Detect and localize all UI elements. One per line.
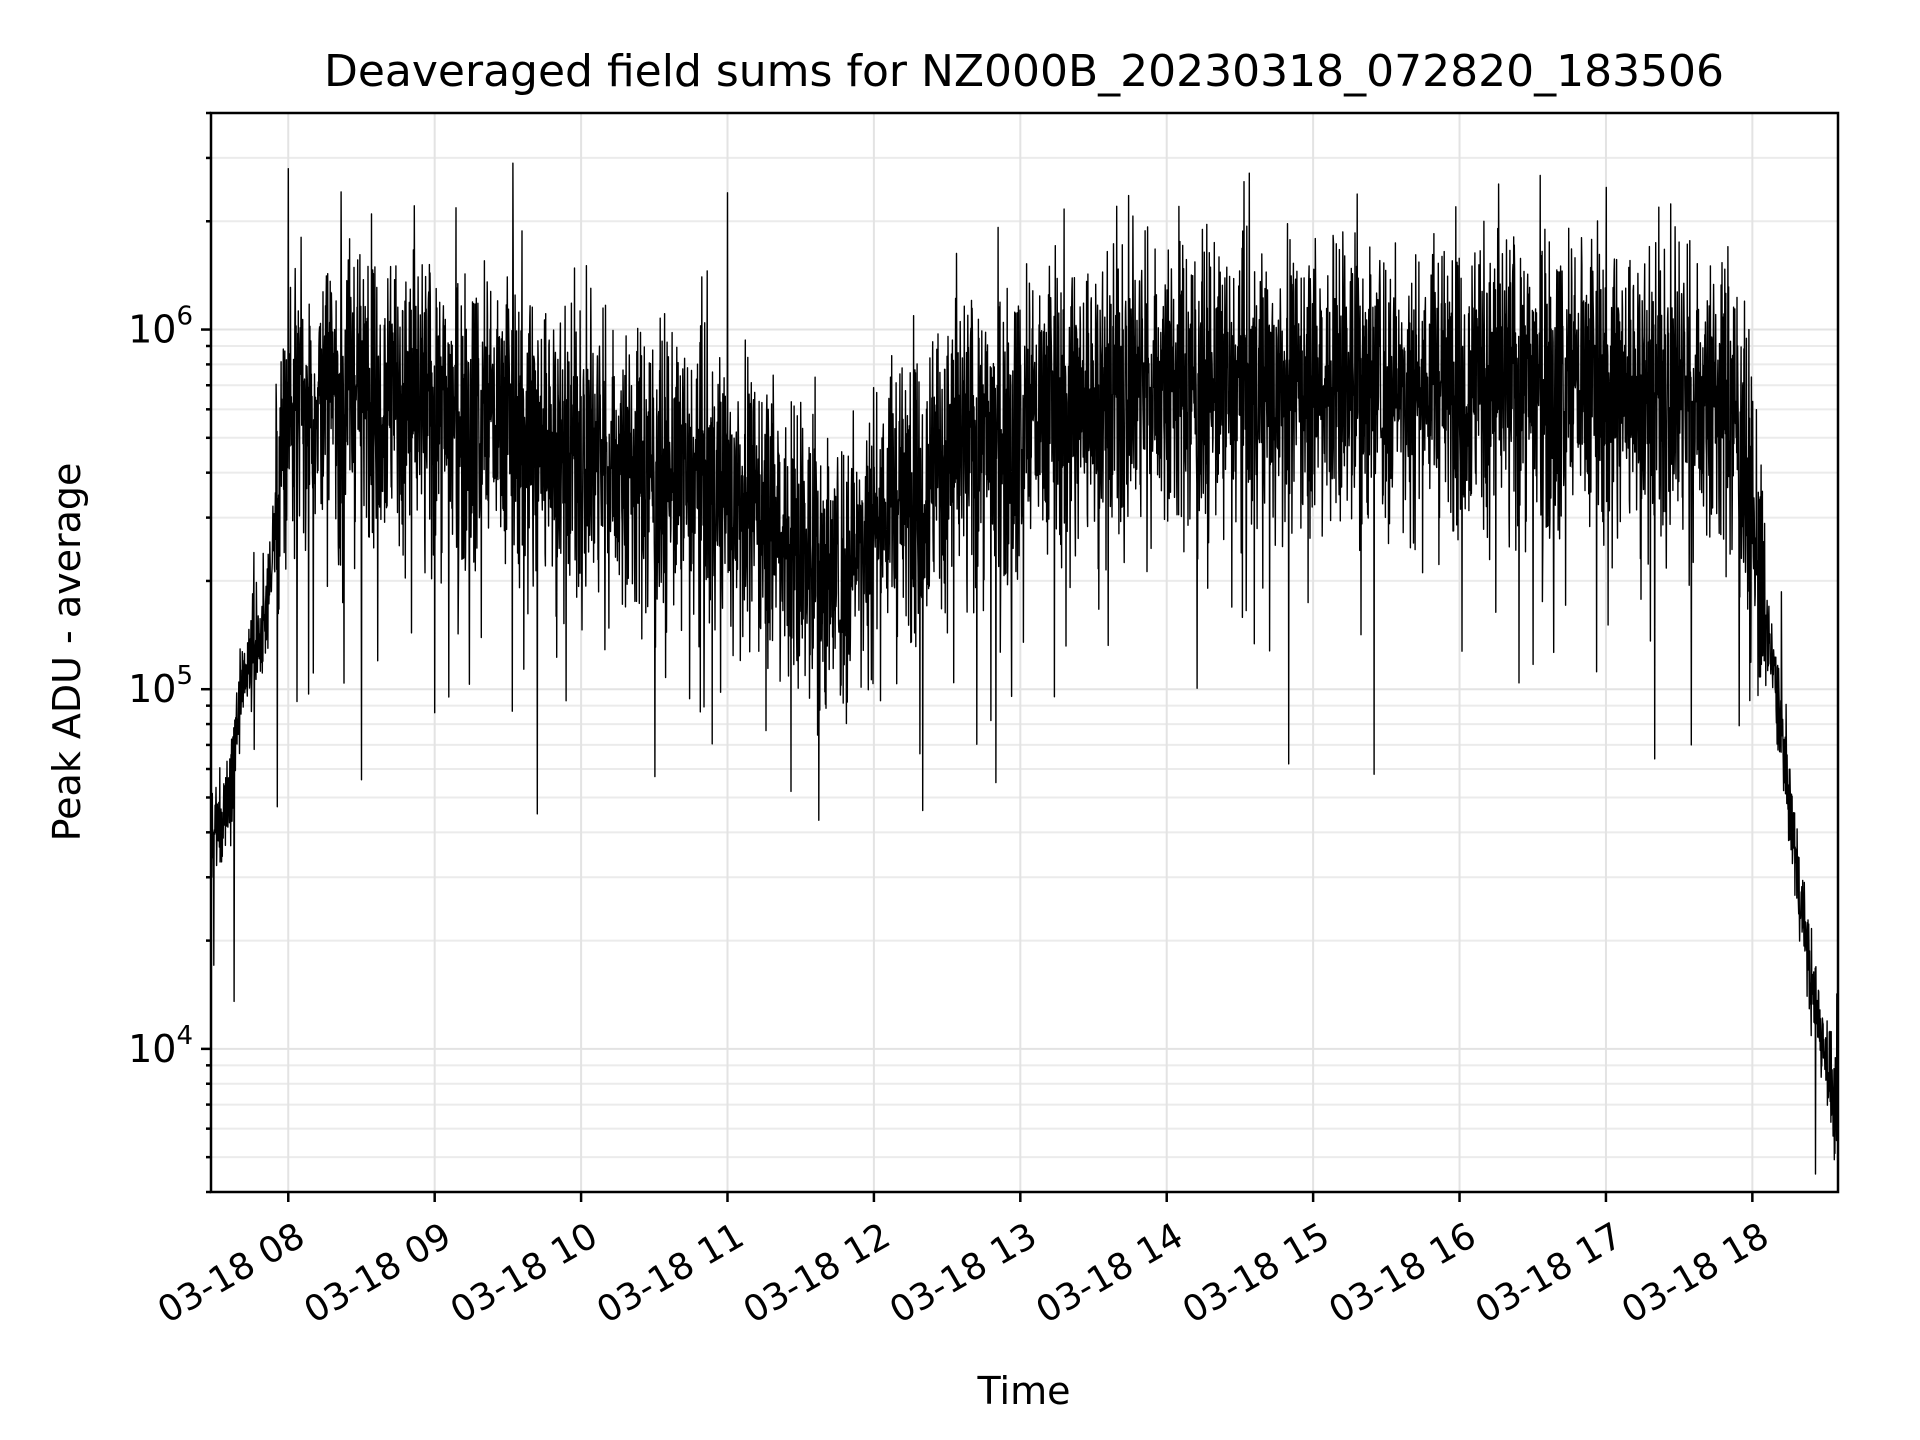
x-axis-label: Time — [977, 1369, 1071, 1413]
x-tick-label: 03-18 18 — [1615, 1215, 1776, 1331]
x-tick-label: 03-18 12 — [737, 1215, 898, 1331]
x-tick-label: 03-18 09 — [298, 1215, 459, 1331]
x-tick-label: 03-18 14 — [1030, 1215, 1191, 1331]
plot-area — [210, 162, 1839, 1175]
y-tick-label: 105 — [128, 661, 193, 711]
x-tick-label: 03-18 15 — [1176, 1215, 1337, 1331]
x-tick-label: 03-18 13 — [883, 1215, 1044, 1331]
data-series-line — [210, 162, 1839, 1175]
x-tick-label: 03-18 08 — [151, 1215, 312, 1331]
axes-frame — [209, 111, 1840, 1194]
y-tick-label: 106 — [128, 302, 193, 352]
x-tick-label: 03-18 17 — [1469, 1215, 1630, 1331]
x-tick-label: 03-18 10 — [444, 1215, 605, 1331]
y-axis-label: Peak ADU - average — [45, 463, 89, 842]
chart-title: Deaveraged field sums for NZ000B_2023031… — [324, 46, 1724, 97]
y-tick-label: 104 — [128, 1021, 193, 1071]
x-tick-label: 03-18 11 — [590, 1215, 751, 1331]
grid — [211, 112, 1838, 1193]
x-tick-label: 03-18 16 — [1322, 1215, 1483, 1331]
